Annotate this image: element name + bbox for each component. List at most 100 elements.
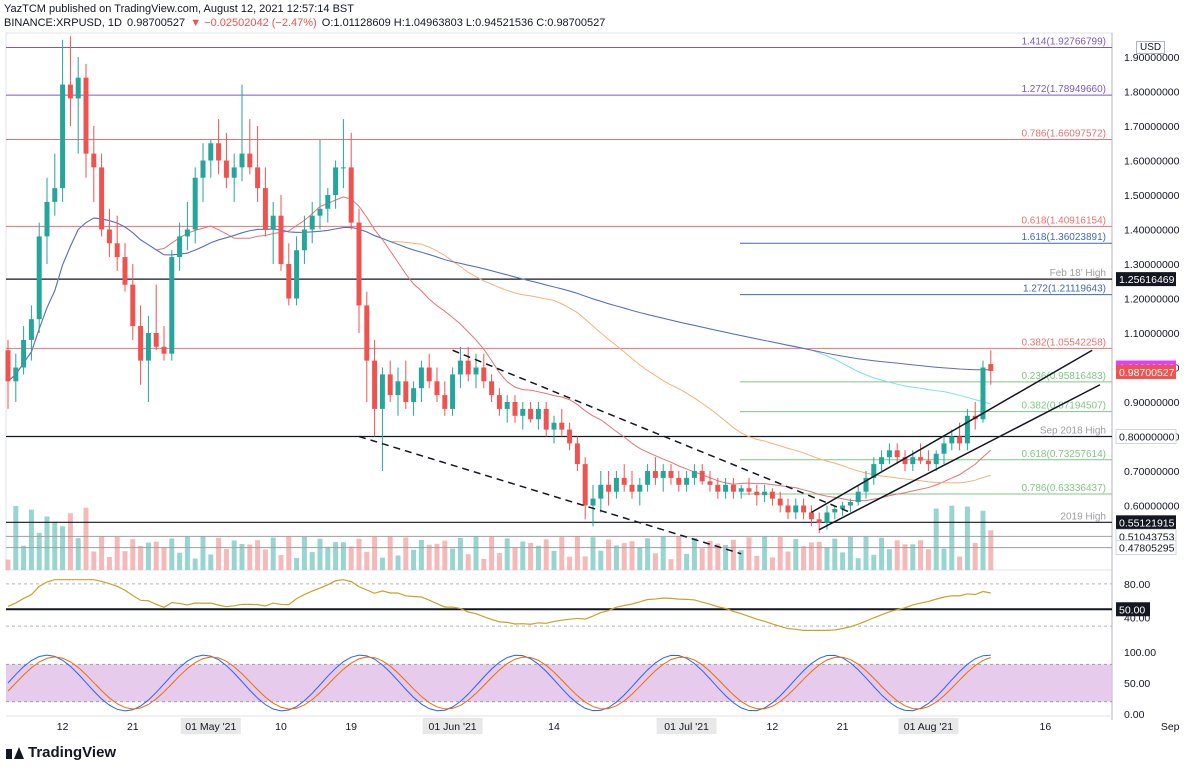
- level-note: Feb 18' High: [1050, 268, 1106, 279]
- candle-body: [301, 229, 307, 251]
- volume-bar: [769, 557, 775, 570]
- volume-bar: [808, 542, 814, 570]
- volume-bar: [824, 547, 830, 570]
- candle-body: [738, 488, 744, 492]
- volume-bar: [442, 540, 448, 570]
- volume-bar: [434, 543, 440, 570]
- candle-body: [169, 257, 175, 354]
- candle-body: [660, 471, 666, 478]
- candle-body: [941, 443, 947, 454]
- volume-bar: [301, 536, 307, 570]
- volume-bar: [660, 536, 666, 570]
- candle-body: [255, 167, 261, 189]
- y-tick-label: 0.90000000: [1124, 397, 1180, 409]
- candle-body: [925, 460, 931, 465]
- candle-body: [801, 505, 807, 513]
- candle-body: [949, 436, 955, 444]
- x-month-badge: [422, 718, 483, 734]
- volume-bar: [333, 542, 339, 570]
- volume-bar: [941, 548, 947, 570]
- level-label: 0.618(0.73257614): [1021, 449, 1106, 460]
- symbol-label: BINANCE:XRPUSD, 1D: [4, 17, 122, 29]
- last-price: 0.98700527: [127, 17, 186, 29]
- y-tick-label: 0.60000000: [1124, 501, 1180, 513]
- x-tick-label: 01 Jul '21: [664, 721, 709, 733]
- ohlc-values: O:1.01128609 H:1.04963803 L:0.94521536 C…: [321, 17, 606, 29]
- volume-bar: [559, 537, 565, 570]
- candle-body: [824, 512, 830, 523]
- candle-body: [520, 408, 526, 416]
- volume-bar: [411, 549, 417, 570]
- volume-bar: [60, 526, 66, 570]
- volume-bar: [528, 542, 534, 570]
- candle-body: [574, 443, 580, 465]
- volume-bar: [387, 536, 393, 570]
- volume-bar: [286, 536, 292, 570]
- candle-body: [60, 84, 66, 189]
- volume-bar: [145, 542, 151, 570]
- volume-bar: [200, 536, 206, 570]
- candle-body: [582, 464, 588, 506]
- candle-body: [340, 167, 346, 169]
- candle-body: [754, 491, 760, 496]
- price-badge-label: 0.47805295: [1119, 543, 1175, 555]
- candle-body: [67, 84, 73, 99]
- candle-body: [450, 374, 456, 409]
- candle-body: [99, 167, 105, 230]
- volume-bar: [255, 540, 261, 570]
- candle-body: [496, 395, 502, 409]
- candle-body: [832, 508, 838, 513]
- volume-bar: [723, 544, 729, 570]
- level-label: 0.382(0.87194507): [1021, 401, 1106, 412]
- candle-body: [426, 367, 432, 382]
- volume-bar: [730, 539, 736, 570]
- candle-body: [606, 484, 612, 492]
- candle-body: [902, 457, 908, 465]
- volume-bar: [465, 554, 471, 570]
- y-tick-label: 1.40000000: [1124, 225, 1180, 237]
- candle-body: [988, 364, 994, 371]
- candle-body: [44, 201, 50, 237]
- x-tick-label: 10: [275, 721, 287, 733]
- y-tick-label: 0.70000000: [1124, 466, 1180, 478]
- volume-bar: [5, 559, 11, 570]
- stoch-k-line: [7, 654, 991, 712]
- volume-bar: [379, 557, 385, 570]
- y-tick-label: 1.80000000: [1124, 87, 1180, 99]
- candle-body: [543, 408, 549, 430]
- volume-bar: [949, 505, 955, 570]
- volume-bar: [450, 548, 456, 570]
- falling-wedge-line: [452, 349, 851, 514]
- volume-bar: [364, 551, 370, 570]
- chart-header: YazTCM published on TradingView.com, Aug…: [4, 2, 607, 30]
- volume-bar: [684, 553, 690, 570]
- volume-bar: [762, 536, 768, 570]
- candle-body: [21, 339, 27, 368]
- price-chart[interactable]: 1.414(1.92766799) 1.272(1.78949660) 0.786(…: [0, 0, 1186, 740]
- ascending-channel-line: [811, 349, 1093, 514]
- currency-badge: USD: [1136, 41, 1166, 54]
- stoch-d-line: [7, 656, 991, 710]
- candle-body: [138, 326, 144, 361]
- candle-body: [184, 229, 190, 237]
- candle-body: [886, 450, 892, 458]
- volume-bar: [83, 507, 89, 570]
- candle-body: [769, 491, 775, 499]
- candles: [5, 36, 994, 534]
- rsi-badge-label: 50.00: [1119, 604, 1145, 616]
- volume-bar: [28, 509, 34, 570]
- volume-bar: [169, 538, 175, 570]
- volume-bar: [832, 538, 838, 570]
- candle-body: [980, 367, 986, 420]
- candle-body: [465, 360, 471, 375]
- candle-body: [637, 484, 643, 492]
- symbol-info: BINANCE:XRPUSD, 1D 0.98700527 ▼ −0.02502…: [4, 16, 607, 30]
- level-label: 1.272(1.21119643): [1023, 284, 1106, 295]
- volume-bar: [918, 540, 924, 570]
- candle-body: [356, 222, 362, 306]
- y-tick-label: 1.50000000: [1124, 190, 1180, 202]
- candle-body: [746, 488, 752, 492]
- candle-body: [910, 457, 916, 465]
- volume-bar: [325, 546, 331, 570]
- volume-bar: [738, 550, 744, 570]
